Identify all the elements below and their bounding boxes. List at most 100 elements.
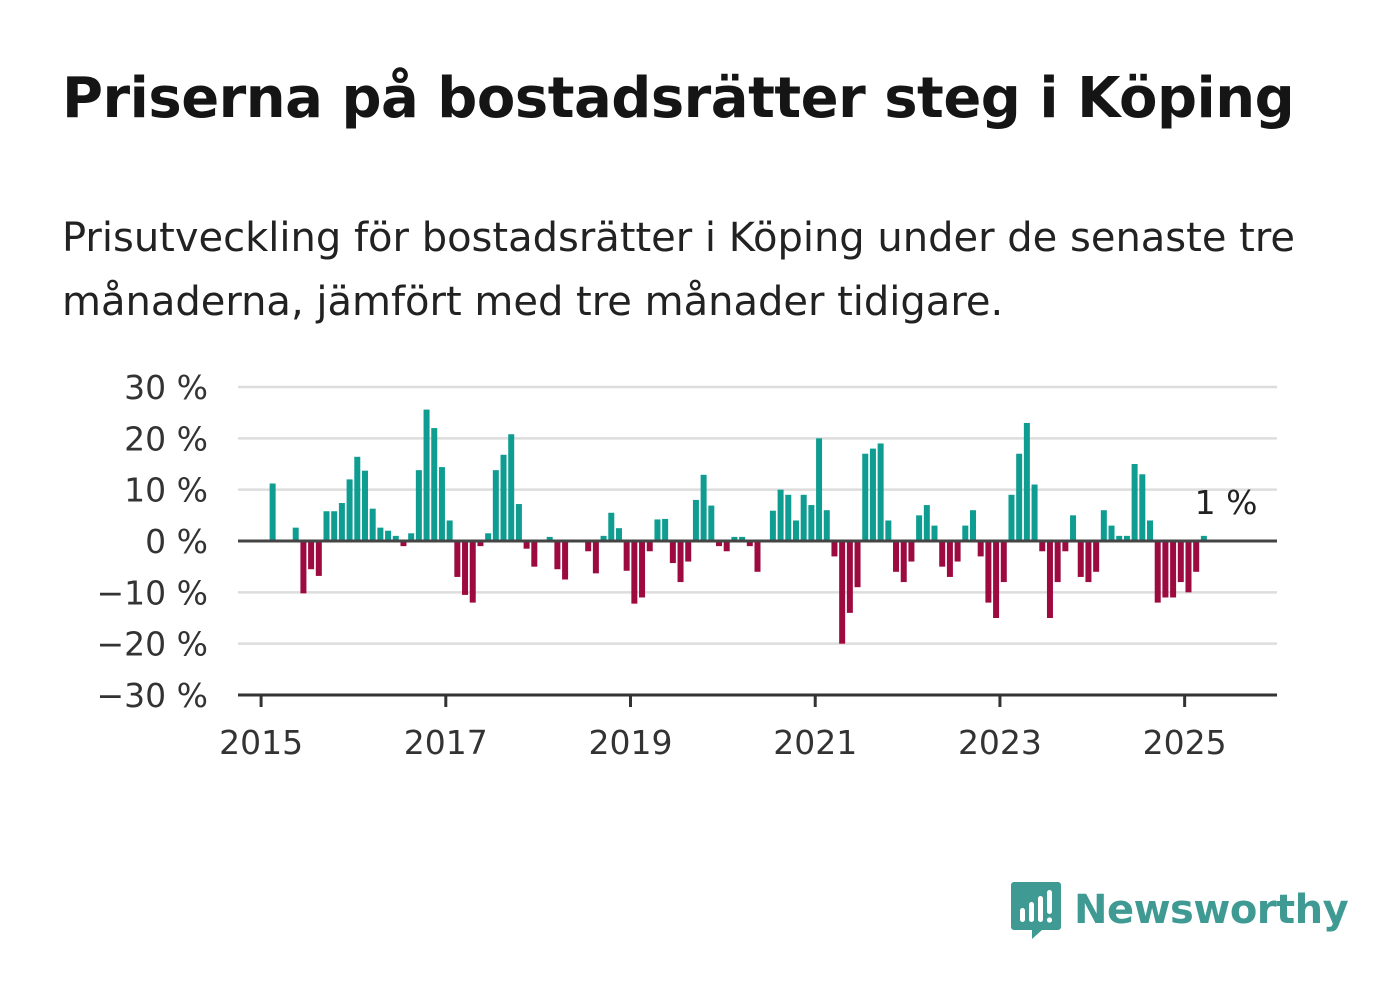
bar bbox=[885, 520, 892, 541]
bar bbox=[916, 515, 923, 541]
grid-lines bbox=[238, 385, 1277, 645]
bar bbox=[908, 541, 915, 562]
bar bbox=[1023, 422, 1030, 541]
bar bbox=[431, 428, 438, 541]
bar bbox=[869, 448, 876, 541]
x-tick-label: 2025 bbox=[1143, 723, 1227, 762]
x-tick-label: 2019 bbox=[589, 723, 673, 762]
bar bbox=[977, 541, 984, 557]
bar bbox=[1031, 484, 1038, 541]
bar bbox=[377, 527, 384, 541]
bar bbox=[600, 535, 607, 541]
y-tick-label: −10 % bbox=[97, 573, 209, 612]
axes bbox=[238, 539, 1277, 707]
y-tick-label: −20 % bbox=[97, 625, 209, 664]
bar bbox=[846, 541, 853, 613]
bar bbox=[1108, 525, 1115, 541]
bar bbox=[1070, 515, 1077, 541]
bar bbox=[392, 535, 399, 541]
bar bbox=[554, 541, 561, 570]
bar bbox=[1123, 535, 1130, 541]
bar bbox=[639, 541, 646, 598]
bar bbox=[677, 541, 684, 583]
bar bbox=[592, 541, 599, 574]
bar bbox=[1200, 535, 1207, 541]
bar bbox=[1039, 541, 1046, 552]
bar bbox=[385, 530, 392, 541]
bar bbox=[692, 499, 699, 541]
bar bbox=[508, 434, 515, 541]
bar bbox=[662, 518, 669, 541]
bar bbox=[523, 541, 530, 549]
bar bbox=[531, 541, 538, 567]
bar bbox=[1177, 541, 1184, 583]
bar bbox=[923, 505, 930, 541]
y-tick-label: 10 % bbox=[124, 471, 208, 510]
bar bbox=[346, 479, 353, 541]
bar bbox=[1093, 541, 1100, 572]
bar bbox=[308, 541, 315, 570]
y-tick-label: 0 % bbox=[145, 522, 208, 561]
bar bbox=[1008, 494, 1015, 541]
bar bbox=[546, 536, 553, 541]
x-tick-label: 2023 bbox=[958, 723, 1042, 762]
bar bbox=[862, 453, 869, 541]
bar bbox=[269, 483, 276, 541]
bar bbox=[1154, 541, 1161, 603]
bar bbox=[415, 470, 422, 541]
bar bbox=[608, 512, 615, 541]
bar bbox=[777, 489, 784, 541]
bar bbox=[500, 454, 507, 541]
bar bbox=[739, 536, 746, 541]
bar bbox=[792, 520, 799, 541]
bar bbox=[685, 541, 692, 562]
bar bbox=[423, 409, 430, 541]
bar bbox=[338, 503, 345, 541]
x-tick-label: 2015 bbox=[219, 723, 303, 762]
bar bbox=[808, 505, 815, 541]
bar bbox=[1016, 453, 1023, 541]
chart-title: Priserna på bostadsrätter steg i Köping bbox=[62, 66, 1295, 131]
bar bbox=[369, 508, 376, 541]
bar bbox=[315, 541, 322, 576]
bar bbox=[746, 541, 753, 547]
bar bbox=[946, 541, 953, 577]
bar bbox=[631, 541, 638, 604]
bar bbox=[816, 438, 823, 541]
bar bbox=[708, 505, 715, 541]
bar bbox=[1077, 541, 1084, 577]
bar bbox=[1139, 474, 1146, 541]
bar bbox=[477, 541, 484, 547]
bar bbox=[900, 541, 907, 583]
chart-subtitle: Prisutveckling för bostadsrätter i Köpin… bbox=[62, 215, 1296, 325]
bar bbox=[654, 519, 661, 541]
bar bbox=[893, 541, 900, 572]
x-tick-label: 2021 bbox=[773, 723, 857, 762]
bar bbox=[1000, 541, 1007, 583]
bar bbox=[562, 541, 569, 580]
bar bbox=[985, 541, 992, 603]
bar bbox=[931, 525, 938, 541]
bar bbox=[831, 541, 838, 557]
bar bbox=[754, 541, 761, 572]
bar bbox=[1193, 541, 1200, 572]
bar bbox=[954, 541, 961, 562]
bar bbox=[492, 470, 499, 541]
bars bbox=[269, 409, 1207, 644]
bar bbox=[785, 494, 792, 541]
bar bbox=[438, 467, 445, 541]
bar bbox=[323, 511, 330, 541]
brand-name: Newsworthy bbox=[1074, 887, 1349, 933]
bar bbox=[939, 541, 946, 567]
y-tick-label: 30 % bbox=[124, 368, 208, 407]
bar bbox=[469, 541, 476, 603]
axis-labels: 30 % 20 % 10 % 0 % −10 % −20 % −30 % 2015 2017 20… bbox=[97, 368, 1258, 762]
bar bbox=[823, 510, 830, 541]
bar bbox=[769, 510, 776, 541]
bar bbox=[700, 474, 707, 541]
bar bbox=[1116, 535, 1123, 541]
bar bbox=[331, 511, 338, 541]
bar bbox=[962, 525, 969, 541]
bar bbox=[585, 541, 592, 552]
